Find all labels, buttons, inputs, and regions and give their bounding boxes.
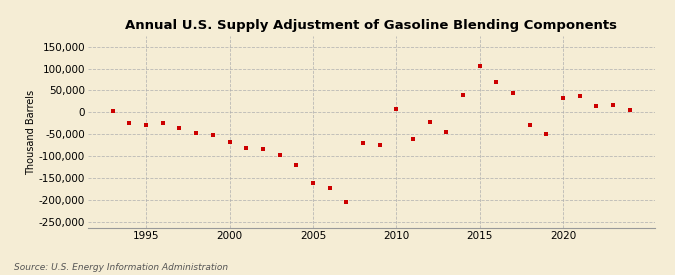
- Point: [207, 133, 218, 137]
- Point: [608, 103, 618, 107]
- Point: [157, 121, 168, 125]
- Point: [408, 136, 418, 141]
- Title: Annual U.S. Supply Adjustment of Gasoline Blending Components: Annual U.S. Supply Adjustment of Gasolin…: [126, 19, 617, 32]
- Point: [341, 200, 352, 204]
- Point: [441, 130, 452, 134]
- Point: [558, 96, 568, 101]
- Point: [391, 107, 402, 111]
- Point: [124, 121, 135, 125]
- Point: [324, 185, 335, 190]
- Point: [475, 64, 485, 68]
- Point: [374, 143, 385, 147]
- Point: [224, 140, 235, 144]
- Point: [541, 132, 551, 136]
- Point: [358, 141, 369, 145]
- Point: [491, 79, 502, 84]
- Point: [308, 181, 319, 185]
- Point: [591, 104, 602, 108]
- Point: [291, 163, 302, 167]
- Point: [191, 131, 202, 136]
- Point: [174, 125, 185, 130]
- Point: [624, 108, 635, 112]
- Point: [424, 120, 435, 124]
- Point: [508, 90, 518, 95]
- Point: [524, 122, 535, 127]
- Text: Source: U.S. Energy Information Administration: Source: U.S. Energy Information Administ…: [14, 263, 227, 272]
- Point: [274, 153, 285, 157]
- Point: [140, 122, 151, 127]
- Point: [107, 109, 118, 113]
- Point: [574, 94, 585, 98]
- Point: [241, 146, 252, 150]
- Point: [257, 146, 268, 151]
- Point: [458, 93, 468, 97]
- Y-axis label: Thousand Barrels: Thousand Barrels: [26, 89, 36, 175]
